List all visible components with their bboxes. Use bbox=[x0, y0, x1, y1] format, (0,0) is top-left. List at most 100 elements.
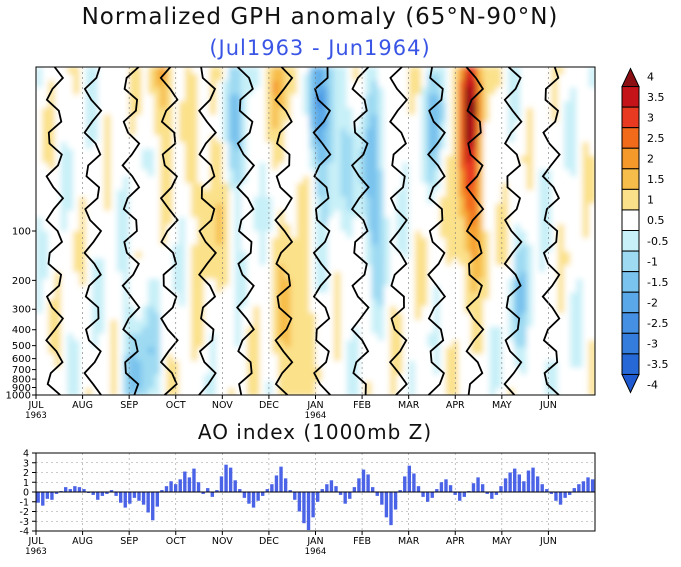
heatmap-cell bbox=[371, 367, 379, 376]
heatmap-cell bbox=[352, 354, 360, 362]
heatmap-cell bbox=[98, 244, 106, 253]
heatmap-cell bbox=[129, 326, 137, 335]
heatmap-cell bbox=[48, 272, 56, 280]
ao-y-tick-label: -1 bbox=[20, 497, 29, 508]
ao-y-tick-label: -2 bbox=[20, 507, 29, 518]
heatmap-cell bbox=[526, 87, 534, 96]
heatmap-cell bbox=[520, 203, 528, 212]
heatmap-cell bbox=[470, 196, 478, 205]
heatmap-cell bbox=[216, 162, 224, 171]
heatmap-cell bbox=[408, 354, 416, 362]
heatmap-cell bbox=[588, 258, 595, 267]
heatmap-cell bbox=[290, 231, 298, 239]
heatmap-cell bbox=[334, 326, 342, 335]
heatmap-cell bbox=[73, 354, 81, 362]
heatmap-cell bbox=[104, 319, 112, 328]
heatmap-cell bbox=[501, 272, 510, 280]
heatmap-cell bbox=[129, 381, 137, 390]
heatmap-cell bbox=[42, 258, 50, 267]
heatmap-cell bbox=[272, 73, 280, 82]
heatmap-cell bbox=[464, 333, 472, 342]
heatmap-cell bbox=[272, 237, 280, 246]
heatmap-cell bbox=[563, 217, 572, 226]
heatmap-cell bbox=[309, 374, 317, 383]
heatmap-cell bbox=[514, 128, 522, 137]
heatmap-cell bbox=[296, 251, 305, 260]
heatmap-cell bbox=[178, 169, 187, 178]
heatmap-cell bbox=[452, 128, 460, 137]
heatmap-cell bbox=[396, 272, 404, 280]
heatmap-cell bbox=[514, 190, 522, 198]
heatmap-cell bbox=[290, 306, 298, 314]
heatmap-cell bbox=[154, 217, 162, 226]
heatmap-cell bbox=[48, 128, 56, 137]
heatmap-cell bbox=[588, 224, 595, 232]
ao-bar bbox=[384, 492, 389, 518]
heatmap-cell bbox=[501, 121, 510, 130]
heatmap-cell bbox=[402, 231, 410, 239]
heatmap-cell bbox=[222, 251, 230, 260]
heatmap-cell bbox=[563, 251, 572, 260]
heatmap-cell bbox=[303, 306, 311, 314]
heatmap-cell bbox=[104, 347, 112, 355]
heatmap-cell bbox=[414, 285, 423, 294]
heatmap-cell bbox=[79, 183, 87, 191]
ao-bar bbox=[535, 476, 540, 492]
heatmap-cell bbox=[154, 87, 162, 96]
heatmap-cell bbox=[98, 121, 106, 130]
heatmap-cell bbox=[216, 176, 224, 185]
heatmap-cell bbox=[508, 108, 516, 116]
heatmap-cell bbox=[396, 367, 404, 376]
heatmap-cell bbox=[427, 326, 435, 335]
heatmap-cell bbox=[278, 94, 286, 103]
heatmap-cell bbox=[526, 162, 534, 171]
heatmap-cell bbox=[253, 121, 261, 130]
heatmap-cell bbox=[483, 210, 491, 219]
ao-bar bbox=[393, 492, 398, 510]
heatmap-cell bbox=[67, 149, 75, 157]
heatmap-cell bbox=[352, 108, 360, 116]
heatmap-cell bbox=[427, 128, 435, 137]
heatmap-cell bbox=[98, 367, 106, 376]
heatmap-cell bbox=[240, 244, 249, 253]
heatmap-cell bbox=[272, 114, 280, 123]
heatmap-cell bbox=[160, 87, 168, 96]
heatmap-cell bbox=[216, 292, 224, 301]
heatmap-cell bbox=[160, 244, 168, 253]
heatmap-cell bbox=[290, 176, 298, 185]
heatmap-cell bbox=[247, 73, 255, 82]
heatmap-cell bbox=[197, 183, 205, 191]
heatmap-cell bbox=[532, 135, 541, 144]
heatmap-cell bbox=[296, 183, 305, 191]
heatmap-cell bbox=[352, 155, 360, 164]
heatmap-cell bbox=[79, 176, 87, 185]
heatmap-cell bbox=[514, 244, 522, 253]
heatmap-cell bbox=[358, 326, 367, 335]
heatmap-cell bbox=[582, 80, 590, 89]
heatmap-cell bbox=[42, 149, 50, 157]
heatmap-cell bbox=[570, 381, 578, 390]
heatmap-cell bbox=[265, 381, 274, 390]
heatmap-cell bbox=[60, 265, 69, 273]
heatmap-cell bbox=[54, 142, 62, 150]
heatmap-cell bbox=[278, 313, 286, 321]
heatmap-cell bbox=[570, 162, 578, 171]
heatmap-cell bbox=[141, 340, 149, 349]
heatmap-cell bbox=[272, 203, 280, 212]
heatmap-cell bbox=[470, 224, 478, 232]
heatmap-cell bbox=[476, 272, 485, 280]
heatmap-cell bbox=[54, 121, 62, 130]
heatmap-cell bbox=[576, 87, 584, 96]
heatmap-cell bbox=[185, 210, 193, 219]
heatmap-cell bbox=[458, 354, 466, 362]
heatmap-cell bbox=[520, 101, 528, 109]
heatmap-cell bbox=[48, 176, 56, 185]
heatmap-cell bbox=[520, 285, 528, 294]
heatmap-cell bbox=[79, 162, 87, 171]
heatmap-cell bbox=[570, 176, 578, 185]
heatmap-cell bbox=[54, 360, 62, 369]
heatmap-cell bbox=[421, 108, 429, 116]
heatmap-cell bbox=[327, 87, 336, 96]
heatmap-cell bbox=[576, 217, 584, 226]
heatmap-cell bbox=[54, 265, 62, 273]
